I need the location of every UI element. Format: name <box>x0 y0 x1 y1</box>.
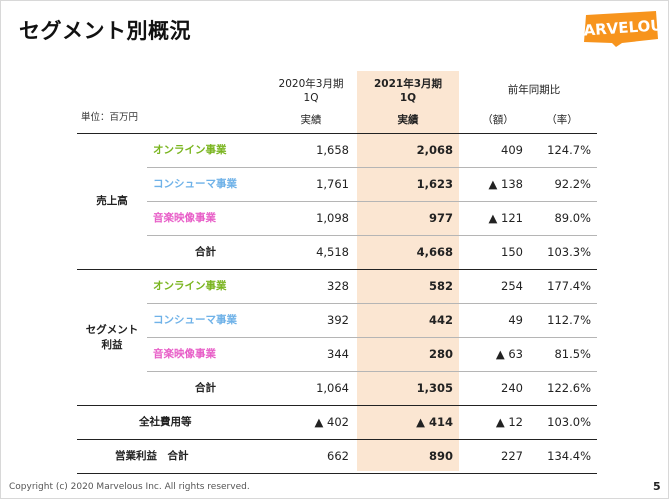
group-label-segment-profit: セグメント 利益 <box>85 324 139 351</box>
cell-prev: 344 <box>327 347 349 361</box>
group-rule <box>77 439 597 440</box>
cell-rate: 92.2% <box>554 177 591 191</box>
row-label-consumer: コンシューマ事業 <box>153 178 237 190</box>
cell-rate: 134.4% <box>547 449 591 463</box>
cell-prev: 1,098 <box>316 211 349 225</box>
cell-curr: 280 <box>428 347 453 361</box>
row-divider <box>147 235 597 236</box>
header-yoy: 前年同期比 <box>507 84 561 96</box>
cell-curr: 1,623 <box>416 177 453 191</box>
subheader-prev: 実績 <box>300 114 322 126</box>
row-label-online: オンライン事業 <box>153 280 227 292</box>
cell-prev: 328 <box>327 279 349 293</box>
cell-prev: 4,518 <box>316 245 349 259</box>
cell-rate: 103.0% <box>547 415 591 429</box>
cell-curr: ▲ 414 <box>416 415 453 429</box>
cell-amount: ▲ 63 <box>495 347 523 361</box>
row-label-music: 音楽映像事業 <box>153 348 216 360</box>
header-rule <box>77 133 597 134</box>
marvelous-logo: MARVELOUS <box>582 11 660 47</box>
row-divider <box>147 167 597 168</box>
cell-curr: 977 <box>428 211 453 225</box>
header-prev-period: 2020年3月期 1Q <box>278 78 344 104</box>
subheader-curr: 実績 <box>397 114 419 126</box>
group-label-sales: 売上高 <box>96 195 128 207</box>
bottom-rule <box>77 473 597 474</box>
cell-rate: 89.0% <box>554 211 591 225</box>
cell-curr: 442 <box>428 313 453 327</box>
cell-amount: ▲ 12 <box>495 415 523 429</box>
group-rule <box>77 269 597 270</box>
group-rule <box>77 405 597 406</box>
cell-rate: 177.4% <box>547 279 591 293</box>
subheader-amount: （額） <box>482 114 514 126</box>
copyright-footer: Copyright (c) 2020 Marvelous Inc. All ri… <box>9 482 250 492</box>
cell-prev: 1,064 <box>316 381 349 395</box>
row-divider <box>147 201 597 202</box>
header-current-period: 2021年3月期 1Q <box>373 78 443 104</box>
cell-rate: 124.7% <box>547 143 591 157</box>
row-label-total: 合計 <box>195 382 216 394</box>
row-label-online: オンライン事業 <box>153 144 227 156</box>
cell-curr: 582 <box>428 279 453 293</box>
current-period-highlight <box>357 71 459 471</box>
cell-prev: 662 <box>327 449 349 463</box>
cell-curr: 890 <box>428 449 453 463</box>
cell-curr: 1,305 <box>416 381 453 395</box>
cell-rate: 103.3% <box>547 245 591 259</box>
row-divider <box>147 371 597 372</box>
row-label-corporate-expenses: 全社費用等 <box>139 416 192 428</box>
cell-rate: 122.6% <box>547 381 591 395</box>
cell-prev: 1,761 <box>316 177 349 191</box>
cell-prev: 1,658 <box>316 143 349 157</box>
cell-rate: 81.5% <box>554 347 591 361</box>
cell-amount: 150 <box>501 245 523 259</box>
cell-amount: 49 <box>508 313 523 327</box>
unit-label: 単位：百万円 <box>81 112 139 123</box>
cell-amount: 409 <box>501 143 523 157</box>
cell-curr: 2,068 <box>416 143 453 157</box>
row-label-operating-profit-total: 営業利益 合計 <box>115 450 189 462</box>
cell-prev: 392 <box>327 313 349 327</box>
cell-amount: 254 <box>501 279 523 293</box>
cell-rate: 112.7% <box>547 313 591 327</box>
row-divider <box>147 303 597 304</box>
row-label-consumer: コンシューマ事業 <box>153 314 237 326</box>
cell-amount: ▲ 138 <box>488 177 523 191</box>
subheader-rate: （率） <box>546 114 578 126</box>
page-number: 5 <box>653 480 661 493</box>
row-label-total: 合計 <box>195 246 216 258</box>
page-title: セグメント別概況 <box>19 19 191 43</box>
cell-amount: ▲ 121 <box>488 211 523 225</box>
cell-curr: 4,668 <box>416 245 453 259</box>
cell-amount: 240 <box>501 381 523 395</box>
row-label-music: 音楽映像事業 <box>153 212 216 224</box>
row-divider <box>147 337 597 338</box>
cell-prev: ▲ 402 <box>314 415 349 429</box>
cell-amount: 227 <box>501 449 523 463</box>
